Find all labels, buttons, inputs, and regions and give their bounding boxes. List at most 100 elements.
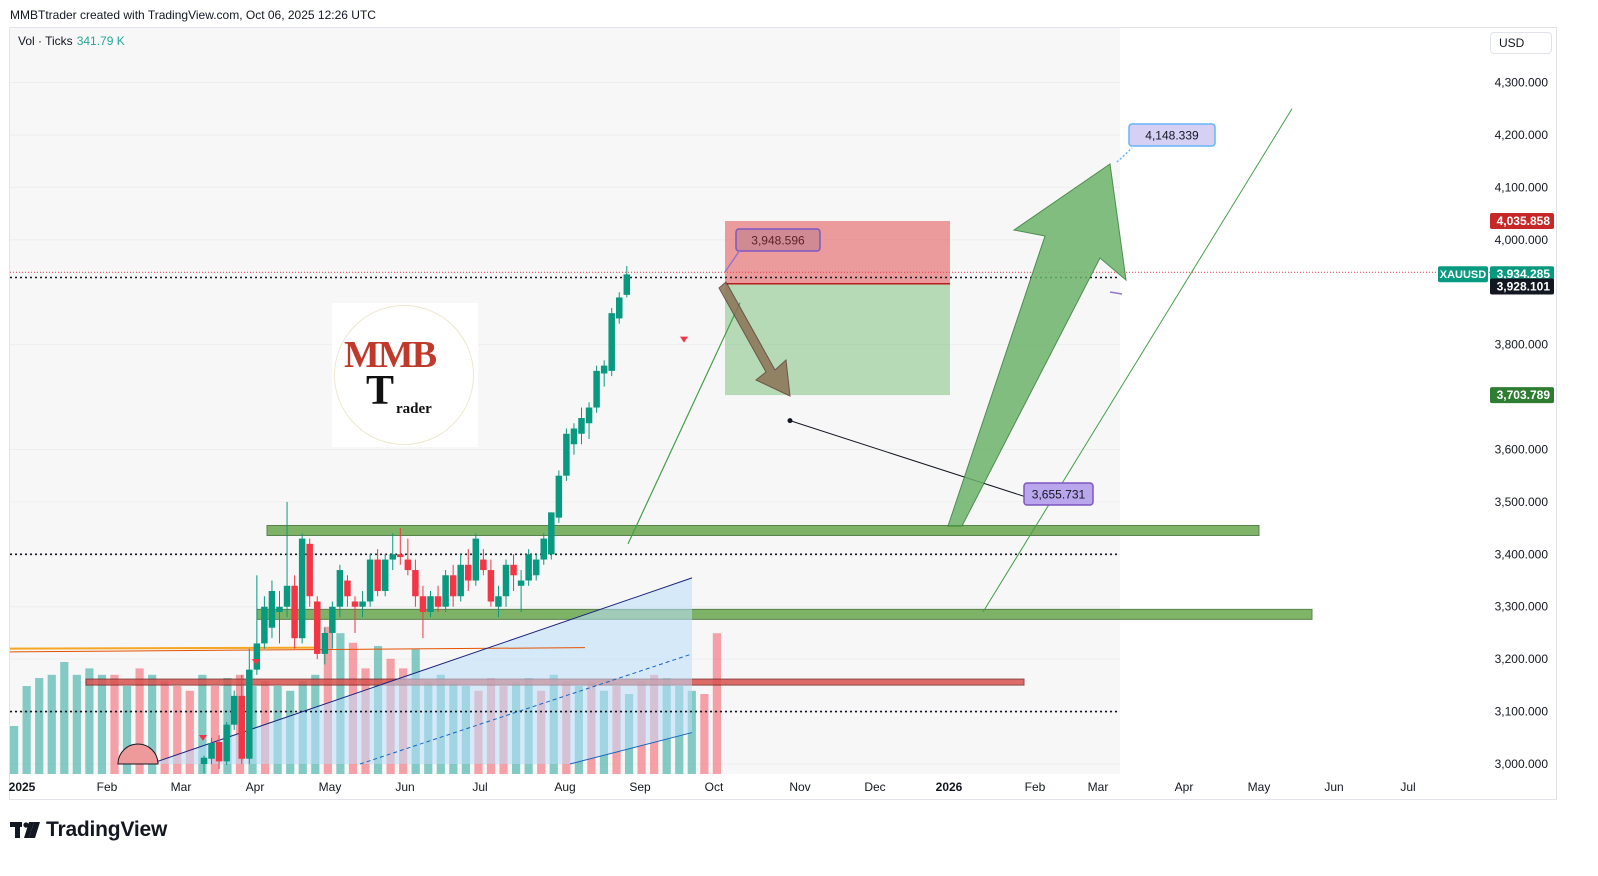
time-tick-label: Apr <box>246 780 265 794</box>
callout-3655-box[interactable] <box>1023 482 1094 506</box>
candle-body <box>389 554 396 560</box>
callout-3948-box[interactable] <box>735 228 821 252</box>
logo-t-letter: T <box>366 368 395 414</box>
candle-body <box>359 601 366 607</box>
candle-body <box>434 596 442 607</box>
candle-body <box>230 695 238 725</box>
candle-body <box>404 559 412 571</box>
candle-body <box>306 543 313 597</box>
channel-lower-line[interactable] <box>569 732 693 765</box>
symbol-label-text: XAUUSD <box>1440 269 1487 281</box>
price-tick-label: 4,300.000 <box>1495 76 1549 90</box>
candle-body <box>283 585 291 607</box>
candle-body <box>427 596 434 612</box>
candle-body <box>600 365 608 374</box>
candle-body <box>268 591 276 628</box>
price-label-box <box>1490 213 1554 230</box>
volume-bar <box>160 681 169 774</box>
price-tick-label: 4,000.000 <box>1495 233 1549 247</box>
candle-body <box>570 428 578 445</box>
time-tick-label: Mar <box>171 780 192 794</box>
candle-body <box>366 559 374 602</box>
candle-body <box>578 418 585 434</box>
candle-body <box>381 559 389 592</box>
projection-line[interactable] <box>982 108 1293 613</box>
volume-bar <box>72 674 81 774</box>
volume-bar <box>35 678 44 774</box>
sell-signal-icon <box>199 735 207 742</box>
candle-body <box>480 559 487 571</box>
time-tick-label: 2026 <box>936 780 963 794</box>
candle-body <box>457 564 464 597</box>
price-candles <box>200 266 631 774</box>
callout-4148-box[interactable] <box>1128 123 1216 147</box>
time-tick-label: Jul <box>1400 780 1415 794</box>
candle-body <box>540 538 547 560</box>
down-arrow-icon[interactable] <box>718 281 791 397</box>
candle-body <box>215 741 223 762</box>
candle-body <box>525 554 532 581</box>
candle-body <box>502 564 510 597</box>
volume-bar <box>85 668 94 774</box>
price-tick-label: 3,400.000 <box>1495 547 1549 561</box>
mmb-trader-logo: MMB T rader <box>332 303 478 447</box>
time-tick-label: Feb <box>1025 780 1046 794</box>
callout-3948-label: 3,948.596 <box>751 234 805 248</box>
candle-body <box>351 601 359 607</box>
volume-bar <box>185 690 194 774</box>
volume-bar <box>173 686 182 774</box>
currency-button[interactable]: USD <box>1490 32 1552 54</box>
candle-body <box>465 564 472 581</box>
price-label-text: 3,928.101 <box>1497 279 1551 293</box>
volume-bar <box>122 686 132 774</box>
time-tick-label: Jul <box>472 780 487 794</box>
time-tick-label: Jun <box>1324 780 1343 794</box>
channel-mid-line[interactable] <box>359 653 693 765</box>
price-label-text: 4,035.858 <box>1497 214 1551 228</box>
red-level-line[interactable] <box>9 647 586 653</box>
up-arrow-icon[interactable] <box>947 163 1127 527</box>
time-tick-label: 2025 <box>9 780 36 794</box>
volume-bar <box>10 726 19 774</box>
volume-bar <box>22 686 31 774</box>
time-axis[interactable]: 2025 Feb Mar Apr May Jun Jul Aug Sep Oct Nov Dec 202… <box>9 780 1416 794</box>
callout-4148-label: 4,148.339 <box>1145 129 1199 143</box>
volume-bar <box>148 674 157 774</box>
candle-body <box>397 554 404 557</box>
price-label-text: 3,934.285 <box>1497 267 1551 281</box>
candle-body <box>532 559 540 576</box>
volume-bar <box>97 674 107 774</box>
arrow-tail-mark <box>1109 291 1123 295</box>
drawings[interactable]: 3,948.596 3,655.731 4,148.339 <box>117 123 1216 765</box>
price-tick-label: 3,800.000 <box>1495 338 1549 352</box>
price-label-text: 3,703.789 <box>1497 388 1551 402</box>
target-leader-line <box>1116 147 1133 163</box>
support-zone-3290[interactable] <box>256 608 1313 620</box>
candle-body <box>329 606 336 633</box>
time-tick-label: Mar <box>1088 780 1109 794</box>
tradingview-brand[interactable]: TradingView <box>10 818 167 842</box>
chart-frame[interactable] <box>9 27 1557 800</box>
resistance-zone-3450[interactable] <box>266 524 1260 536</box>
candle-body <box>555 475 563 518</box>
price-label-box <box>1490 387 1554 404</box>
price-tick-label: 3,600.000 <box>1495 442 1549 456</box>
symbol-label-box <box>1438 266 1488 283</box>
volume-legend[interactable]: Vol · Ticks 341.79 K <box>18 34 125 48</box>
time-tick-label: Aug <box>554 780 575 794</box>
candle-body <box>623 274 631 295</box>
price-tick-label: 4,100.000 <box>1495 180 1549 194</box>
candle-body <box>472 538 480 581</box>
volume-bar <box>110 674 119 774</box>
candle-body <box>208 743 215 759</box>
uptrend-line[interactable] <box>627 302 741 545</box>
candle-body <box>200 757 208 764</box>
time-tick-label: Sep <box>629 780 651 794</box>
orange-level-line[interactable] <box>9 646 321 650</box>
time-tick-label: May <box>1248 780 1271 794</box>
volume-bar <box>60 662 69 774</box>
candle-body <box>449 575 457 597</box>
candle-body <box>238 695 245 759</box>
price-axis[interactable]: 3,000.000 3,100.000 3,200.000 3,300.000 3,40… <box>1438 76 1554 771</box>
